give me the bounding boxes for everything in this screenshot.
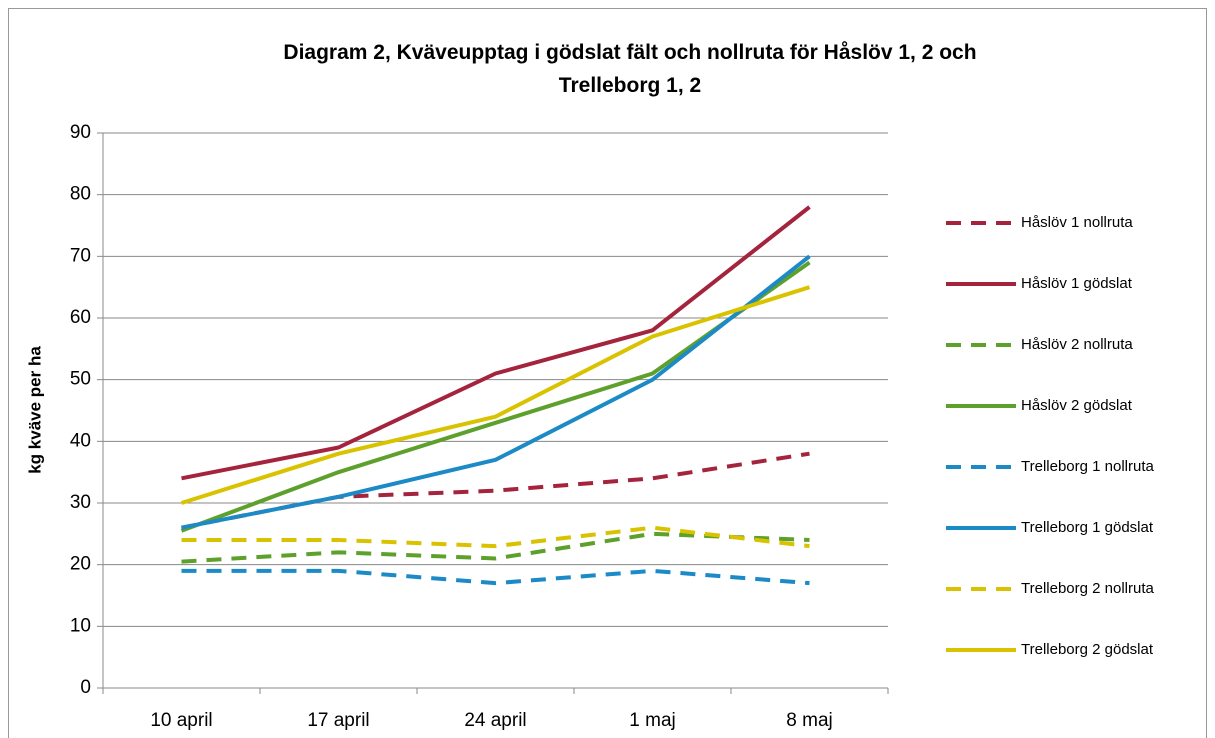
- legend-label: Trelleborg 2 gödslat: [1021, 641, 1154, 658]
- y-tick-label: 10: [70, 615, 91, 636]
- y-axis-label: kg kväve per ha: [25, 346, 44, 474]
- y-tick-label: 20: [70, 554, 91, 575]
- legend-label: Håslöv 2 gödslat: [1021, 397, 1133, 414]
- y-tick-label: 90: [70, 122, 91, 143]
- series-line: [181, 254, 811, 530]
- legend-label: Håslöv 1 gödslat: [1021, 275, 1133, 292]
- x-tick-label: 17 april: [307, 710, 369, 731]
- y-tick-label: 40: [70, 430, 91, 451]
- y-tick-label: 0: [80, 677, 91, 698]
- y-tick-label: 60: [70, 307, 91, 328]
- chart-border: [8, 8, 1207, 738]
- x-tick-label: 24 april: [464, 710, 526, 731]
- series-line: [181, 568, 810, 586]
- y-tick-label: 80: [70, 184, 91, 205]
- x-tick-label: 8 maj: [786, 710, 832, 731]
- series-line: [180, 285, 811, 505]
- series-line: [181, 525, 810, 549]
- legend-label: Trelleborg 1 nollruta: [1021, 458, 1155, 475]
- legend-label: Håslöv 1 nollruta: [1021, 214, 1133, 231]
- x-tick-label: 1 maj: [629, 710, 675, 731]
- y-tick-label: 30: [70, 492, 91, 513]
- chart-title: Diagram 2, Kväveupptag i gödslat fält oc…: [283, 41, 977, 97]
- y-tick-label: 70: [70, 245, 91, 266]
- x-tick-label: 10 april: [150, 710, 212, 731]
- series-line: [181, 451, 810, 530]
- legend-label: Trelleborg 2 nollruta: [1021, 580, 1155, 597]
- y-tick-label: 50: [70, 369, 91, 390]
- series-line: [181, 205, 811, 481]
- legend-label: Trelleborg 1 gödslat: [1021, 519, 1154, 536]
- series-line: [181, 531, 810, 564]
- series-line: [180, 260, 811, 533]
- legend-label: Håslöv 2 nollruta: [1021, 336, 1133, 353]
